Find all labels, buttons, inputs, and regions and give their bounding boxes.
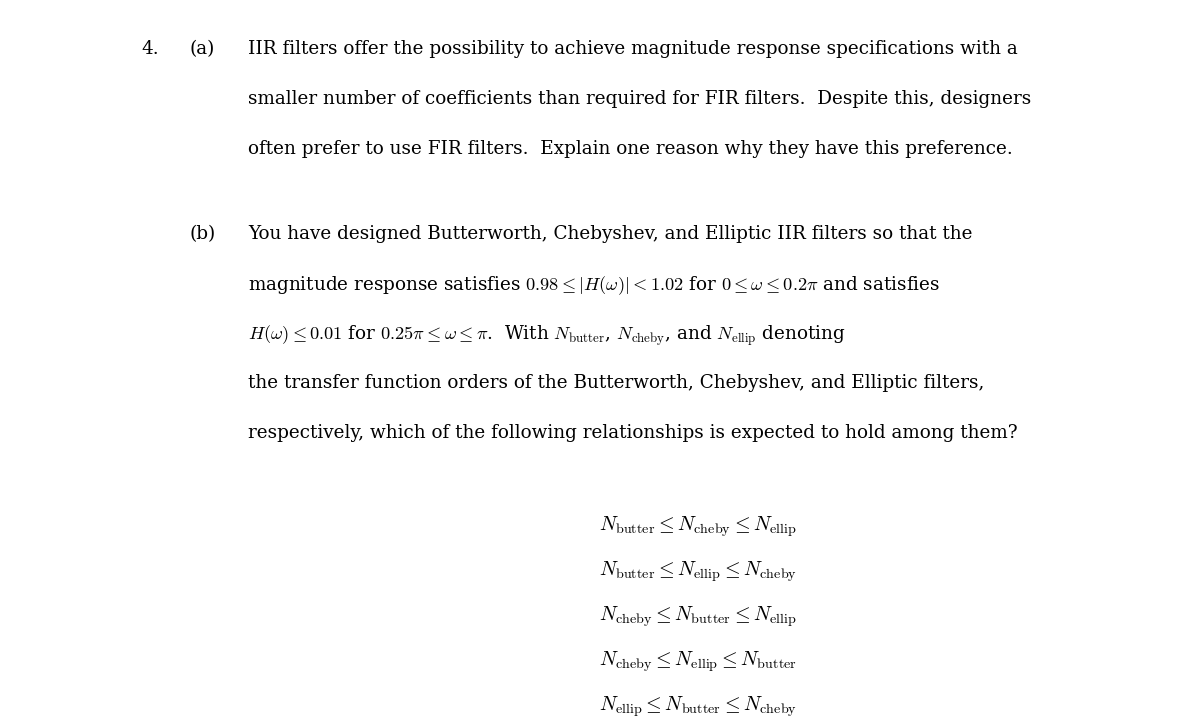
Text: $N_{\mathrm{cheby}} \leq N_{\mathrm{butter}} \leq N_{\mathrm{ellip}}$: $N_{\mathrm{cheby}} \leq N_{\mathrm{butt…: [600, 604, 797, 629]
Text: $H(\omega) \leq 0.01$ for $0.25\pi \leq \omega \leq \pi$.  With $N_{\mathrm{butt: $H(\omega) \leq 0.01$ for $0.25\pi \leq …: [248, 325, 846, 349]
Text: $N_{\mathrm{ellip}} \leq N_{\mathrm{butter}} \leq N_{\mathrm{cheby}}$: $N_{\mathrm{ellip}} \leq N_{\mathrm{butt…: [600, 695, 797, 719]
Text: often prefer to use FIR filters.  Explain one reason why they have this preferen: often prefer to use FIR filters. Explain…: [248, 140, 1013, 158]
Text: (a): (a): [190, 40, 215, 58]
Text: $N_{\mathrm{cheby}} \leq N_{\mathrm{ellip}} \leq N_{\mathrm{butter}}$: $N_{\mathrm{cheby}} \leq N_{\mathrm{elli…: [600, 649, 797, 674]
Text: $N_{\mathrm{butter}} \leq N_{\mathrm{cheby}} \leq N_{\mathrm{ellip}}$: $N_{\mathrm{butter}} \leq N_{\mathrm{che…: [600, 514, 797, 539]
Text: 4.: 4.: [142, 40, 160, 58]
Text: You have designed Butterworth, Chebyshev, and Elliptic IIR filters so that the: You have designed Butterworth, Chebyshev…: [248, 224, 973, 242]
Text: the transfer function orders of the Butterworth, Chebyshev, and Elliptic filters: the transfer function orders of the Butt…: [248, 374, 985, 392]
Text: magnitude response satisfies $0.98 \leq |H(\omega)| < 1.02$ for $0 \leq \omega \: magnitude response satisfies $0.98 \leq …: [248, 274, 941, 297]
Text: respectively, which of the following relationships is expected to hold among the: respectively, which of the following rel…: [248, 424, 1018, 442]
Text: smaller number of coefficients than required for FIR filters.  Despite this, des: smaller number of coefficients than requ…: [248, 90, 1032, 108]
Text: $N_{\mathrm{butter}} \leq N_{\mathrm{ellip}} \leq N_{\mathrm{cheby}}$: $N_{\mathrm{butter}} \leq N_{\mathrm{ell…: [600, 559, 797, 584]
Text: (b): (b): [190, 224, 216, 242]
Text: IIR filters offer the possibility to achieve magnitude response specifications w: IIR filters offer the possibility to ach…: [248, 40, 1018, 58]
